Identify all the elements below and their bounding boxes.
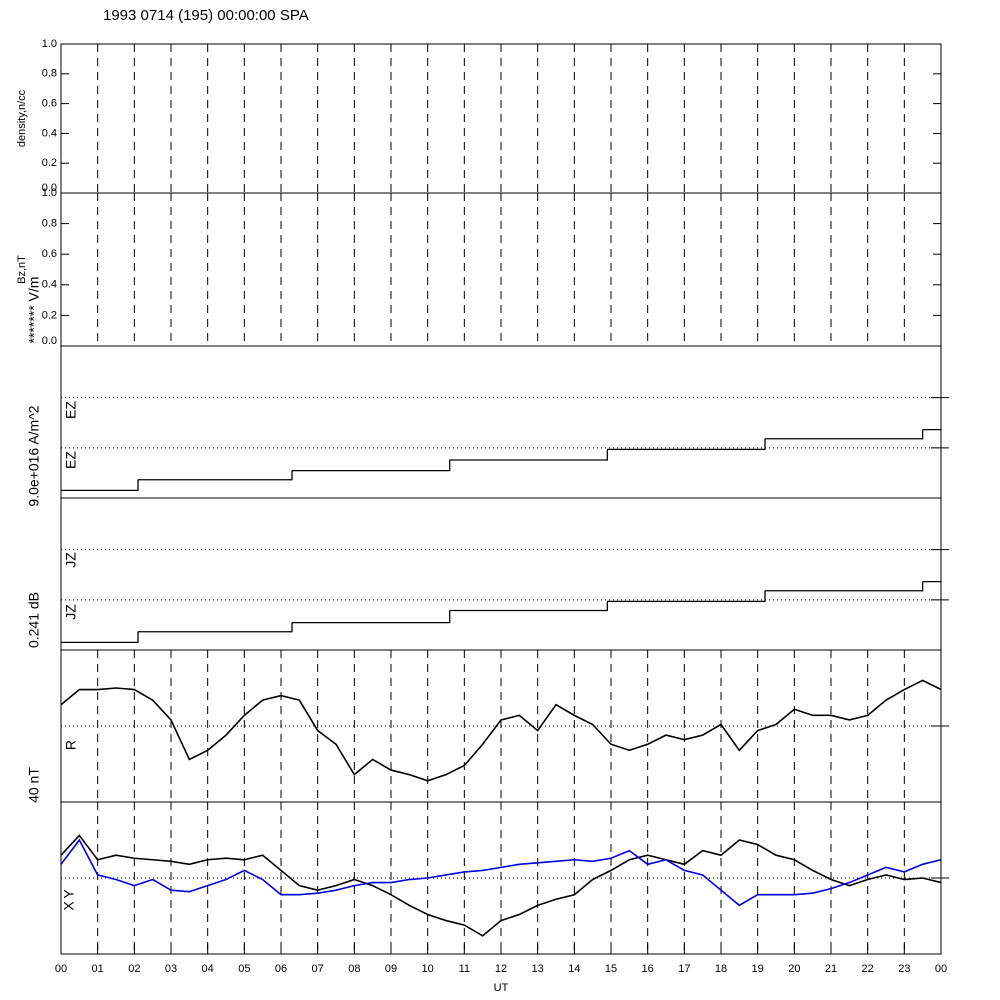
x-tick-label: 00: [935, 963, 947, 975]
step-segment: [292, 610, 451, 624]
x-tick-label: 08: [348, 963, 360, 975]
series-line: [60, 834, 942, 937]
scale-label: 9.0e+016 A/m^2: [26, 405, 42, 506]
x-tick-label: 01: [92, 963, 104, 975]
panel-label: EZ: [63, 451, 79, 469]
y-tick-label: 0.8: [42, 68, 57, 80]
panel-frame: [60, 345, 942, 499]
x-tick-label: 16: [642, 963, 654, 975]
step-segment: [61, 479, 139, 492]
step-segment: [292, 460, 451, 472]
y-tick-label: 0.6: [42, 248, 57, 260]
x-tick-label: 03: [165, 963, 177, 975]
x-tick-label: 12: [495, 963, 507, 975]
y-axis-label: density,n/cc: [16, 89, 28, 147]
x-tick-label: 11: [459, 963, 470, 975]
chart-title: 1993 0714 (195) 00:00:00 SPA: [103, 7, 309, 24]
step-segment: [607, 590, 766, 603]
x-tick-label: 14: [568, 963, 580, 975]
panel-label: EZ: [63, 401, 79, 419]
scale-label: 40 nT: [26, 767, 42, 803]
panel-label: Y: [61, 889, 77, 899]
step-segment: [138, 470, 293, 481]
series-line: [60, 838, 942, 907]
x-tick-label: 18: [715, 963, 727, 975]
scale-label: 0.241 dB: [26, 592, 42, 648]
x-tick-label: 07: [312, 963, 324, 975]
y-tick-label: 0.0: [42, 182, 57, 194]
x-tick-label: 17: [678, 963, 690, 975]
x-tick-label: 20: [788, 963, 800, 975]
x-axis-label: UT: [494, 982, 509, 994]
y-tick-label: 1.0: [42, 38, 57, 50]
x-tick-label: 21: [825, 963, 837, 975]
y-tick-label: 0.4: [42, 279, 57, 291]
x-tick-label: 05: [238, 963, 250, 975]
x-tick-label: 04: [202, 963, 214, 975]
x-tick-label: 15: [605, 963, 617, 975]
step-segment: [607, 438, 766, 451]
step-segment: [449, 449, 608, 461]
panel-label: JZ: [63, 552, 79, 568]
step-segment: [765, 581, 924, 592]
series-line: [60, 679, 942, 782]
panel-label: R: [63, 740, 79, 750]
x-tick-label: 13: [532, 963, 544, 975]
panel-label: X: [61, 901, 77, 911]
step-segment: [449, 601, 608, 612]
y-tick-label: 0.6: [42, 98, 57, 110]
x-tick-label: 19: [752, 963, 764, 975]
x-tick-label: 06: [275, 963, 287, 975]
panel-label: JZ: [63, 604, 79, 620]
x-tick-label: 22: [862, 963, 874, 975]
y-tick-label: 0.8: [42, 218, 57, 230]
y-tick-label: 0.2: [42, 157, 57, 169]
step-segment: [765, 429, 924, 440]
y-tick-label: 0.4: [42, 127, 57, 139]
y-tick-label: 1.0: [42, 187, 57, 199]
x-tick-label: 02: [128, 963, 140, 975]
x-tick-label: 23: [898, 963, 910, 975]
step-segment: [61, 631, 139, 644]
y-axis-label: Bz,nT: [16, 255, 28, 284]
y-tick-label: 0.0: [42, 335, 57, 347]
y-tick-label: 0.2: [42, 309, 57, 321]
scale-label: ******* V/m: [26, 277, 42, 344]
x-tick-label: 09: [385, 963, 397, 975]
x-tick-label: 00: [55, 963, 67, 975]
step-segment: [138, 622, 293, 633]
x-tick-label: 10: [422, 963, 434, 975]
panel-frame: [60, 497, 942, 651]
